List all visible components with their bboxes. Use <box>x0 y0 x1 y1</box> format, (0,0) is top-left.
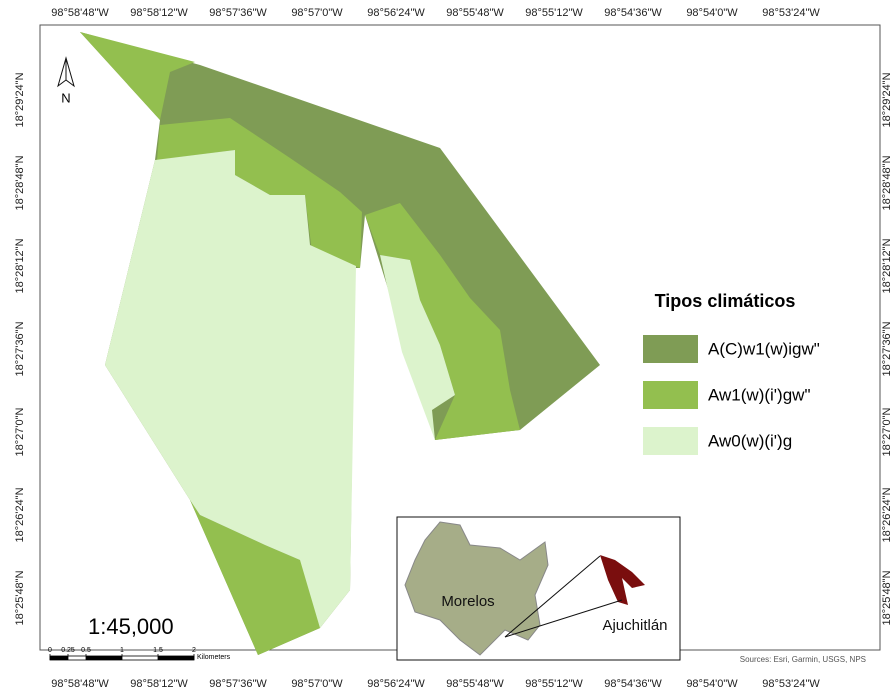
latitude-label: 18°26'24"N <box>881 487 893 542</box>
longitude-label: 98°55'48"W <box>446 678 504 690</box>
scale-segment <box>86 656 122 660</box>
longitude-label: 98°57'36"W <box>209 7 267 19</box>
latitude-label: 18°27'0"N <box>14 407 26 456</box>
zone-mid <box>365 203 520 440</box>
scale-unit: Kilometers <box>197 654 231 661</box>
latitude-label: 18°26'24"N <box>14 487 26 542</box>
scale-label: 0 <box>48 647 52 654</box>
inset-label: Morelos <box>441 593 494 610</box>
longitude-label: 98°53'24"W <box>762 7 820 19</box>
longitude-label: 98°57'0"W <box>291 7 343 19</box>
zone-mid <box>190 500 332 655</box>
inset-label: Ajuchitlán <box>602 617 667 634</box>
longitude-label: 98°54'36"W <box>604 678 662 690</box>
scale-segment <box>50 656 68 660</box>
longitude-label: 98°57'36"W <box>209 678 267 690</box>
legend-swatch <box>643 381 698 409</box>
latitude-label: 18°27'36"N <box>881 321 893 376</box>
longitude-label: 98°55'48"W <box>446 7 504 19</box>
scale-label: 1.5 <box>153 647 163 654</box>
inset-pointer <box>504 555 601 638</box>
north-label: N <box>61 90 70 105</box>
legend-swatch <box>643 335 698 363</box>
legend-swatch <box>643 427 698 455</box>
zone-mid <box>157 118 362 268</box>
legend-label: Aw0(w)(i')g <box>708 431 792 450</box>
longitude-label: 98°54'0"W <box>686 678 738 690</box>
scale-label: 2 <box>192 647 196 654</box>
longitude-label: 98°53'24"W <box>762 678 820 690</box>
longitude-label: 98°58'12"W <box>130 678 188 690</box>
longitude-label: 98°58'48"W <box>51 7 109 19</box>
longitude-label: 98°55'12"W <box>525 7 583 19</box>
zone-light <box>380 255 455 440</box>
zone-light <box>105 150 356 628</box>
latitude-label: 18°27'0"N <box>881 407 893 456</box>
zone-mid <box>80 32 195 120</box>
inset-morelos <box>404 521 549 656</box>
scale-label: 0.5 <box>81 647 91 654</box>
longitude-label: 98°58'12"W <box>130 7 188 19</box>
latitude-label: 18°27'36"N <box>14 321 26 376</box>
latitude-label: 18°29'24"N <box>881 72 893 127</box>
longitude-label: 98°55'12"W <box>525 678 583 690</box>
inset-site <box>600 555 645 605</box>
scale-label: 0.25 <box>61 647 75 654</box>
longitude-label: 98°54'36"W <box>604 7 662 19</box>
latitude-label: 18°28'48"N <box>881 155 893 210</box>
latitude-label: 18°25'48"N <box>14 570 26 625</box>
longitude-label: 98°56'24"W <box>367 678 425 690</box>
longitude-label: 98°56'24"W <box>367 7 425 19</box>
latitude-label: 18°28'12"N <box>14 238 26 293</box>
longitude-label: 98°58'48"W <box>51 678 109 690</box>
source-note: Sources: Esri, Garmin, USGS, NPS <box>740 655 866 664</box>
latitude-label: 18°28'12"N <box>881 238 893 293</box>
legend-label: Aw1(w)(i')gw" <box>708 385 810 404</box>
latitude-label: 18°28'48"N <box>14 155 26 210</box>
latitude-label: 18°29'24"N <box>14 72 26 127</box>
scale-segment <box>158 656 194 660</box>
longitude-label: 98°54'0"W <box>686 7 738 19</box>
scale-label: 1 <box>120 647 124 654</box>
legend-title: Tipos climáticos <box>655 291 796 311</box>
latitude-label: 18°25'48"N <box>881 570 893 625</box>
longitude-label: 98°57'0"W <box>291 678 343 690</box>
inset-pointer <box>504 599 623 638</box>
scale-ratio: 1:45,000 <box>88 614 174 639</box>
legend-label: A(C)w1(w)igw" <box>708 339 820 358</box>
